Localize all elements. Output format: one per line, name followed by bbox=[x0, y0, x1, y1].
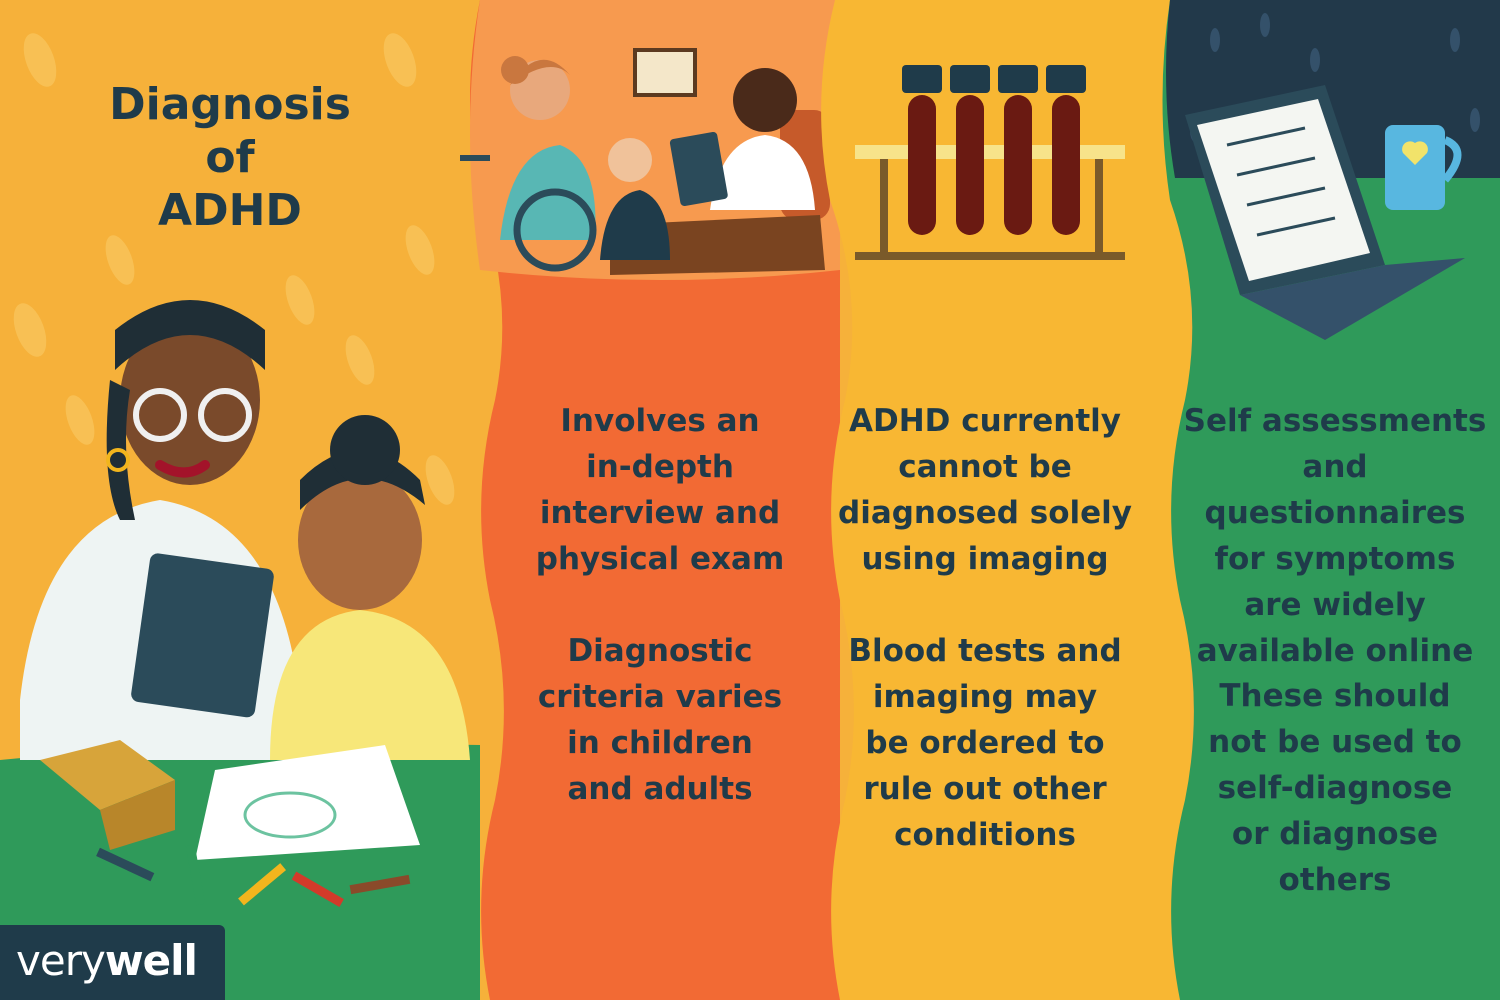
page-title: Diagnosis of ADHD bbox=[109, 79, 351, 236]
doctor-consultation-illustration bbox=[460, 0, 840, 1000]
interview-text-bottom: Diagnostic criteria varies in children a… bbox=[537, 633, 783, 807]
laptop-questionnaire-illustration bbox=[1162, 0, 1500, 1000]
logo-part-well: well bbox=[104, 936, 198, 985]
panel-imaging: ADHD currently cannot be diagnosed solel… bbox=[810, 0, 1190, 1000]
imaging-text-bottom: Blood tests and imaging may be ordered t… bbox=[848, 633, 1122, 853]
panel-self-assessment: Self assessments and questionnaires for … bbox=[1155, 0, 1500, 1000]
coffee-mug-heart-icon bbox=[1385, 125, 1462, 210]
blood-test-tubes-illustration bbox=[821, 0, 1190, 1000]
logo-part-very: very bbox=[16, 936, 106, 985]
imaging-text-top: ADHD currently cannot be diagnosed solel… bbox=[838, 403, 1132, 577]
panel-interview: Involves an in-depth interview and physi… bbox=[460, 0, 840, 1000]
clinician-child-drawing-illustration bbox=[0, 0, 480, 1000]
verywell-logo: verywell bbox=[0, 925, 225, 1000]
test-tubes bbox=[902, 65, 1086, 235]
panel-title: Diagnosis of ADHD bbox=[0, 0, 480, 1000]
self-assessment-text-bottom: These should not be used to self-diagnos… bbox=[1208, 678, 1462, 898]
interview-text-top: Involves an in-depth interview and physi… bbox=[535, 403, 785, 577]
self-assessment-text-top: Self assessments and questionnaires for … bbox=[1183, 403, 1487, 669]
